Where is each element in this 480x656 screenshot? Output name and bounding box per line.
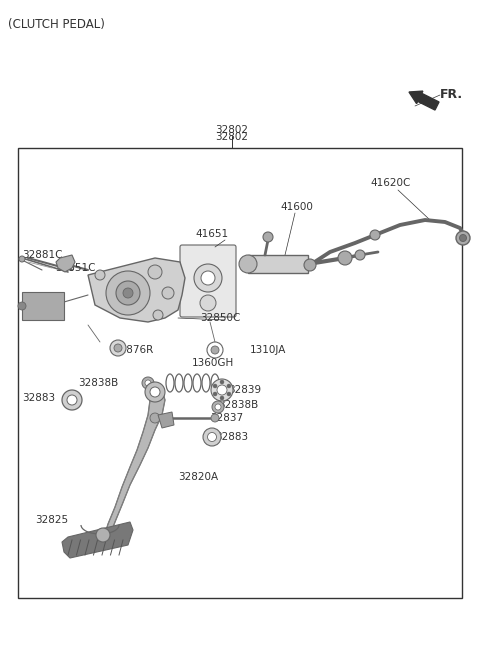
Circle shape: [459, 234, 467, 241]
Circle shape: [145, 380, 151, 386]
Circle shape: [370, 230, 380, 240]
Circle shape: [355, 250, 365, 260]
Text: 93840A: 93840A: [22, 302, 62, 312]
Polygon shape: [62, 522, 133, 558]
Circle shape: [106, 271, 150, 315]
Text: 32838B: 32838B: [78, 378, 118, 388]
Circle shape: [227, 384, 231, 388]
Circle shape: [207, 432, 216, 441]
Circle shape: [145, 382, 165, 402]
FancyBboxPatch shape: [180, 245, 236, 317]
Polygon shape: [56, 255, 75, 272]
Text: 32881C: 32881C: [22, 250, 62, 260]
FancyArrow shape: [409, 91, 439, 110]
Text: 41600: 41600: [280, 202, 313, 212]
Text: 1360GH: 1360GH: [192, 358, 234, 368]
Bar: [248, 255, 308, 273]
Circle shape: [116, 281, 140, 305]
Circle shape: [96, 528, 110, 542]
Text: 32883: 32883: [22, 393, 55, 403]
Circle shape: [220, 396, 224, 400]
Text: 32838B: 32838B: [218, 400, 258, 410]
Circle shape: [212, 401, 224, 413]
Ellipse shape: [175, 374, 183, 392]
Text: 32883: 32883: [215, 432, 248, 442]
Circle shape: [194, 264, 222, 292]
Circle shape: [215, 404, 221, 410]
Circle shape: [227, 392, 231, 396]
Circle shape: [201, 271, 215, 285]
Circle shape: [110, 340, 126, 356]
Ellipse shape: [184, 374, 192, 392]
Text: 41651: 41651: [195, 229, 228, 239]
Text: FR.: FR.: [440, 89, 463, 102]
Circle shape: [123, 288, 133, 298]
Text: 32851C: 32851C: [55, 263, 96, 273]
Circle shape: [213, 392, 217, 396]
Text: 32802: 32802: [216, 125, 249, 135]
Polygon shape: [88, 258, 185, 322]
Text: 32820A: 32820A: [178, 472, 218, 482]
Text: 1310JA: 1310JA: [250, 345, 287, 355]
Text: 32837: 32837: [210, 413, 243, 423]
Text: 32839: 32839: [228, 385, 261, 395]
Circle shape: [211, 414, 219, 422]
Circle shape: [456, 231, 470, 245]
Circle shape: [220, 380, 224, 384]
Circle shape: [95, 270, 105, 280]
Circle shape: [142, 377, 154, 389]
Text: 41620C: 41620C: [370, 178, 410, 188]
Circle shape: [207, 342, 223, 358]
Circle shape: [150, 413, 160, 423]
Circle shape: [200, 295, 216, 311]
Circle shape: [148, 265, 162, 279]
Circle shape: [150, 387, 160, 397]
Bar: [22, 292, 64, 320]
Circle shape: [19, 256, 25, 262]
Polygon shape: [102, 390, 165, 547]
Circle shape: [153, 310, 163, 320]
Circle shape: [114, 344, 122, 352]
Circle shape: [213, 384, 217, 388]
Ellipse shape: [166, 374, 174, 392]
Circle shape: [211, 346, 219, 354]
Text: 32850C: 32850C: [200, 313, 240, 323]
Circle shape: [67, 395, 77, 405]
Circle shape: [162, 287, 174, 299]
Ellipse shape: [211, 374, 219, 392]
Text: 32876R: 32876R: [113, 345, 153, 355]
Circle shape: [203, 428, 221, 446]
Ellipse shape: [202, 374, 210, 392]
Text: 32802: 32802: [216, 132, 249, 142]
Bar: [18, 148, 462, 598]
Circle shape: [217, 385, 227, 395]
Polygon shape: [158, 412, 174, 428]
Circle shape: [239, 255, 257, 273]
Ellipse shape: [193, 374, 201, 392]
Circle shape: [62, 390, 82, 410]
Text: 32825: 32825: [35, 515, 68, 525]
Circle shape: [18, 302, 26, 310]
Circle shape: [263, 232, 273, 242]
Text: (CLUTCH PEDAL): (CLUTCH PEDAL): [8, 18, 105, 31]
Circle shape: [304, 259, 316, 271]
Circle shape: [338, 251, 352, 265]
Circle shape: [211, 379, 233, 401]
